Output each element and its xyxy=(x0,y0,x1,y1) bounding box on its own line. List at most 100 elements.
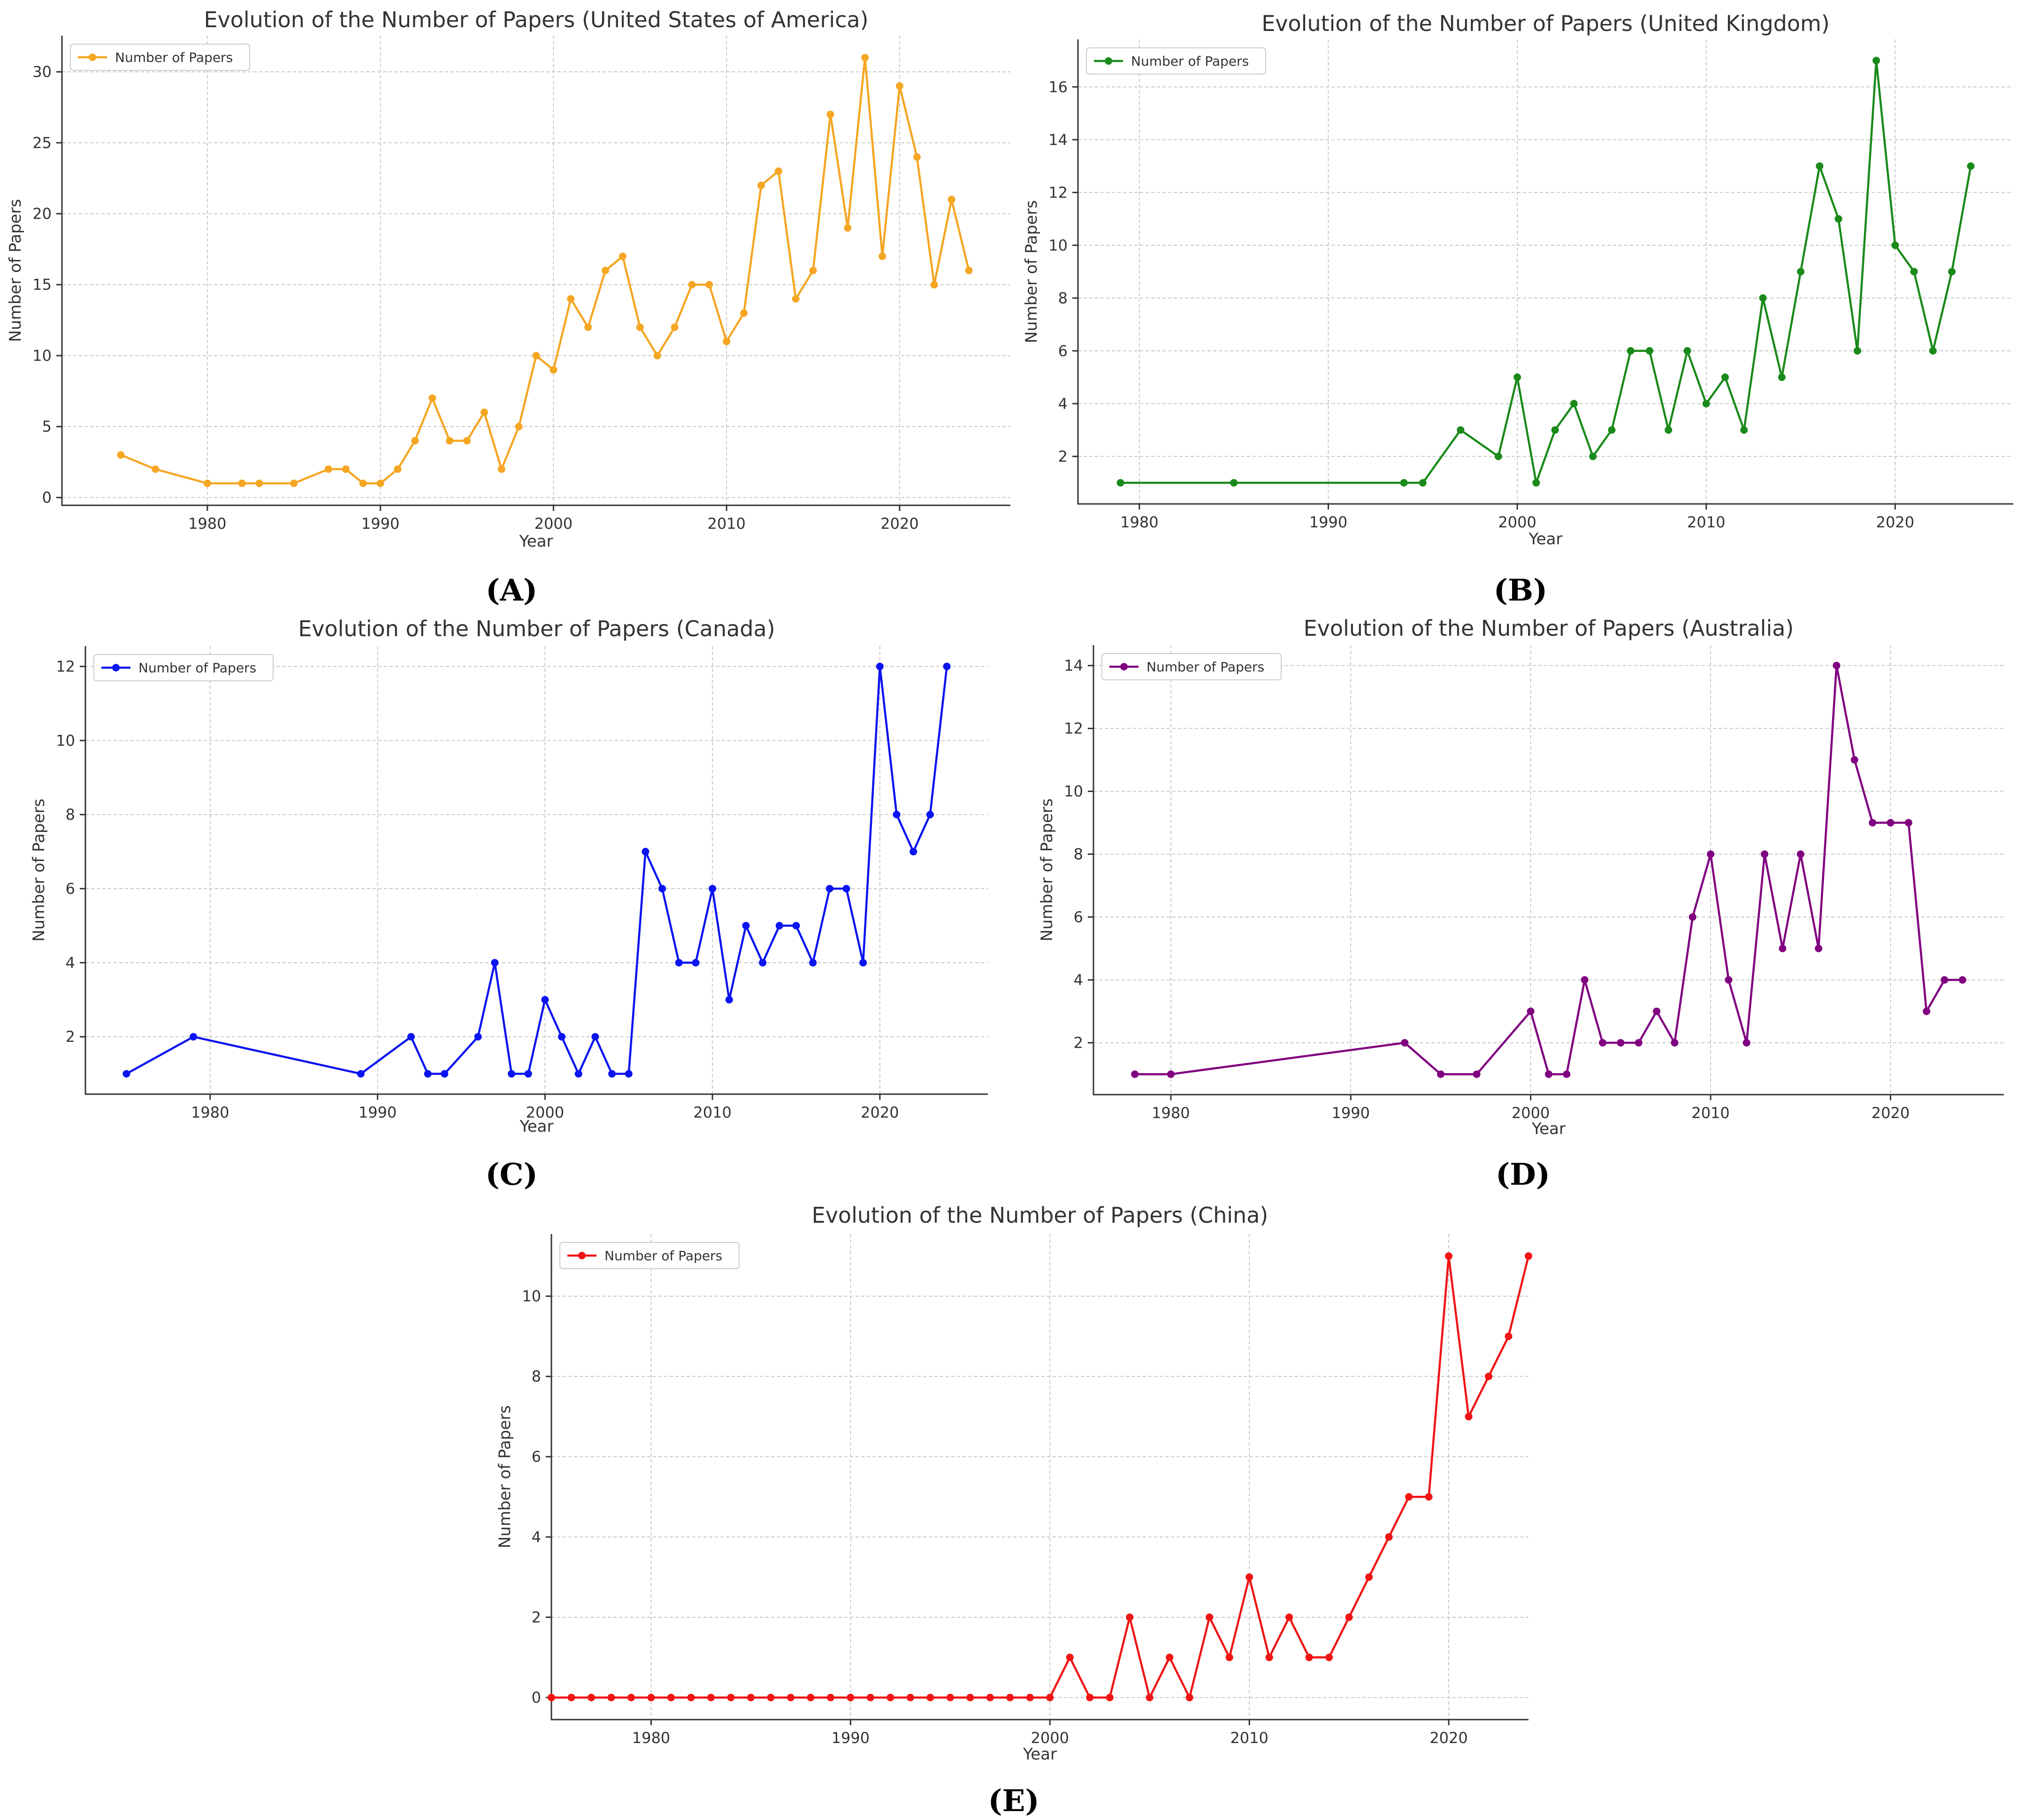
x-tick-label: 2010 xyxy=(693,1104,731,1121)
data-point xyxy=(1185,1693,1193,1701)
data-point xyxy=(411,437,419,445)
x-tick-label: 2020 xyxy=(861,1104,899,1121)
y-tick-label: 4 xyxy=(532,1528,541,1546)
data-point xyxy=(709,884,717,892)
data-point xyxy=(948,196,955,204)
data-point xyxy=(1527,1007,1535,1015)
data-point xyxy=(1570,400,1578,408)
data-point xyxy=(1325,1653,1333,1661)
data-point xyxy=(792,295,800,303)
legend-marker xyxy=(1105,57,1112,65)
data-point xyxy=(1505,1333,1513,1340)
axes-frame xyxy=(1093,645,2004,1096)
y-tick-label: 2 xyxy=(66,1028,75,1046)
data-point xyxy=(859,959,867,967)
axes-frame xyxy=(61,36,1010,506)
data-point xyxy=(759,959,767,967)
data-point xyxy=(1532,479,1540,487)
data-point xyxy=(861,53,869,61)
data-point xyxy=(255,480,263,487)
data-point xyxy=(567,295,575,303)
data-point xyxy=(359,480,367,487)
data-point xyxy=(1026,1693,1034,1701)
data-point xyxy=(687,1693,695,1701)
legend-box xyxy=(1101,653,1282,680)
data-point xyxy=(238,480,246,487)
x-tick-label: 1990 xyxy=(359,1104,397,1121)
y-tick-label: 30 xyxy=(32,63,52,81)
series-line xyxy=(126,665,948,1075)
x-tick-label: 1990 xyxy=(1309,513,1347,531)
data-point xyxy=(705,281,713,289)
x-tick-label: 1980 xyxy=(1120,513,1158,531)
y-tick-label: 12 xyxy=(1048,183,1068,201)
chart-panel-5: Evolution of the Number of Papers (China… xyxy=(496,1203,1532,1819)
data-point xyxy=(727,1693,735,1701)
y-tick-label: 8 xyxy=(1074,845,1083,863)
data-point xyxy=(1815,944,1823,952)
data-point xyxy=(653,351,661,359)
data-point xyxy=(1707,850,1715,858)
chart-title: Evolution of the Number of Papers (Unite… xyxy=(204,7,868,32)
data-point xyxy=(1797,268,1805,275)
data-point xyxy=(757,182,765,190)
data-point xyxy=(1225,1653,1233,1661)
data-point xyxy=(825,884,833,892)
data-point xyxy=(627,1693,635,1701)
data-point xyxy=(152,465,160,473)
data-point xyxy=(1816,162,1824,170)
x-tick-label: 2020 xyxy=(1872,1104,1910,1122)
legend-label: Number of Papers xyxy=(115,50,233,65)
data-point xyxy=(591,1033,599,1041)
data-point xyxy=(1761,850,1769,858)
legend-box xyxy=(93,654,274,681)
legend-marker xyxy=(89,53,96,61)
series-line xyxy=(1120,59,1972,484)
data-point xyxy=(550,366,558,374)
data-point xyxy=(190,1033,198,1041)
data-point xyxy=(725,996,733,1004)
y-tick-label: 0 xyxy=(532,1689,541,1706)
data-point xyxy=(1725,976,1733,984)
data-point xyxy=(1265,1653,1273,1661)
data-point xyxy=(1834,215,1842,223)
data-point xyxy=(930,281,938,289)
data-point xyxy=(1066,1653,1074,1661)
data-point xyxy=(826,1693,834,1701)
data-point xyxy=(1365,1573,1373,1581)
data-point xyxy=(619,252,627,260)
data-point xyxy=(792,921,800,929)
y-axis-label: Number of Papers xyxy=(1038,799,1056,942)
data-point xyxy=(642,848,650,856)
y-tick-label: 10 xyxy=(1064,783,1083,800)
series-line xyxy=(551,1255,1530,1699)
data-point xyxy=(946,1693,954,1701)
data-point xyxy=(909,848,917,856)
legend-label: Number of Papers xyxy=(604,1248,722,1264)
data-point xyxy=(826,110,834,118)
panel-label: (D) xyxy=(1496,1157,1550,1192)
data-point xyxy=(497,465,505,473)
data-point xyxy=(1833,662,1841,670)
data-point xyxy=(1599,1039,1607,1047)
chart-title: Evolution of the Number of Papers (Unite… xyxy=(1261,11,1830,36)
legend-label: Number of Papers xyxy=(1146,659,1264,675)
data-point xyxy=(1627,347,1635,355)
data-point xyxy=(1617,1039,1625,1047)
chart-title: Evolution of the Number of Papers (Austr… xyxy=(1304,616,1794,641)
chart-title: Evolution of the Number of Papers (China… xyxy=(812,1203,1268,1228)
data-point xyxy=(1740,426,1748,434)
data-point xyxy=(1285,1613,1293,1621)
data-point xyxy=(524,1070,532,1078)
data-point xyxy=(844,224,852,232)
data-point xyxy=(893,811,901,819)
chart-panel-2: Evolution of the Number of Papers (Unite… xyxy=(1022,11,2013,608)
x-tick-label: 1990 xyxy=(832,1729,870,1747)
x-tick-label: 2010 xyxy=(1691,1104,1729,1122)
data-point xyxy=(926,811,934,819)
data-point xyxy=(428,394,436,402)
x-tick-label: 1980 xyxy=(188,515,226,533)
data-point xyxy=(1106,1693,1114,1701)
x-axis-label: Year xyxy=(520,1117,554,1136)
y-tick-label: 5 xyxy=(42,418,52,435)
